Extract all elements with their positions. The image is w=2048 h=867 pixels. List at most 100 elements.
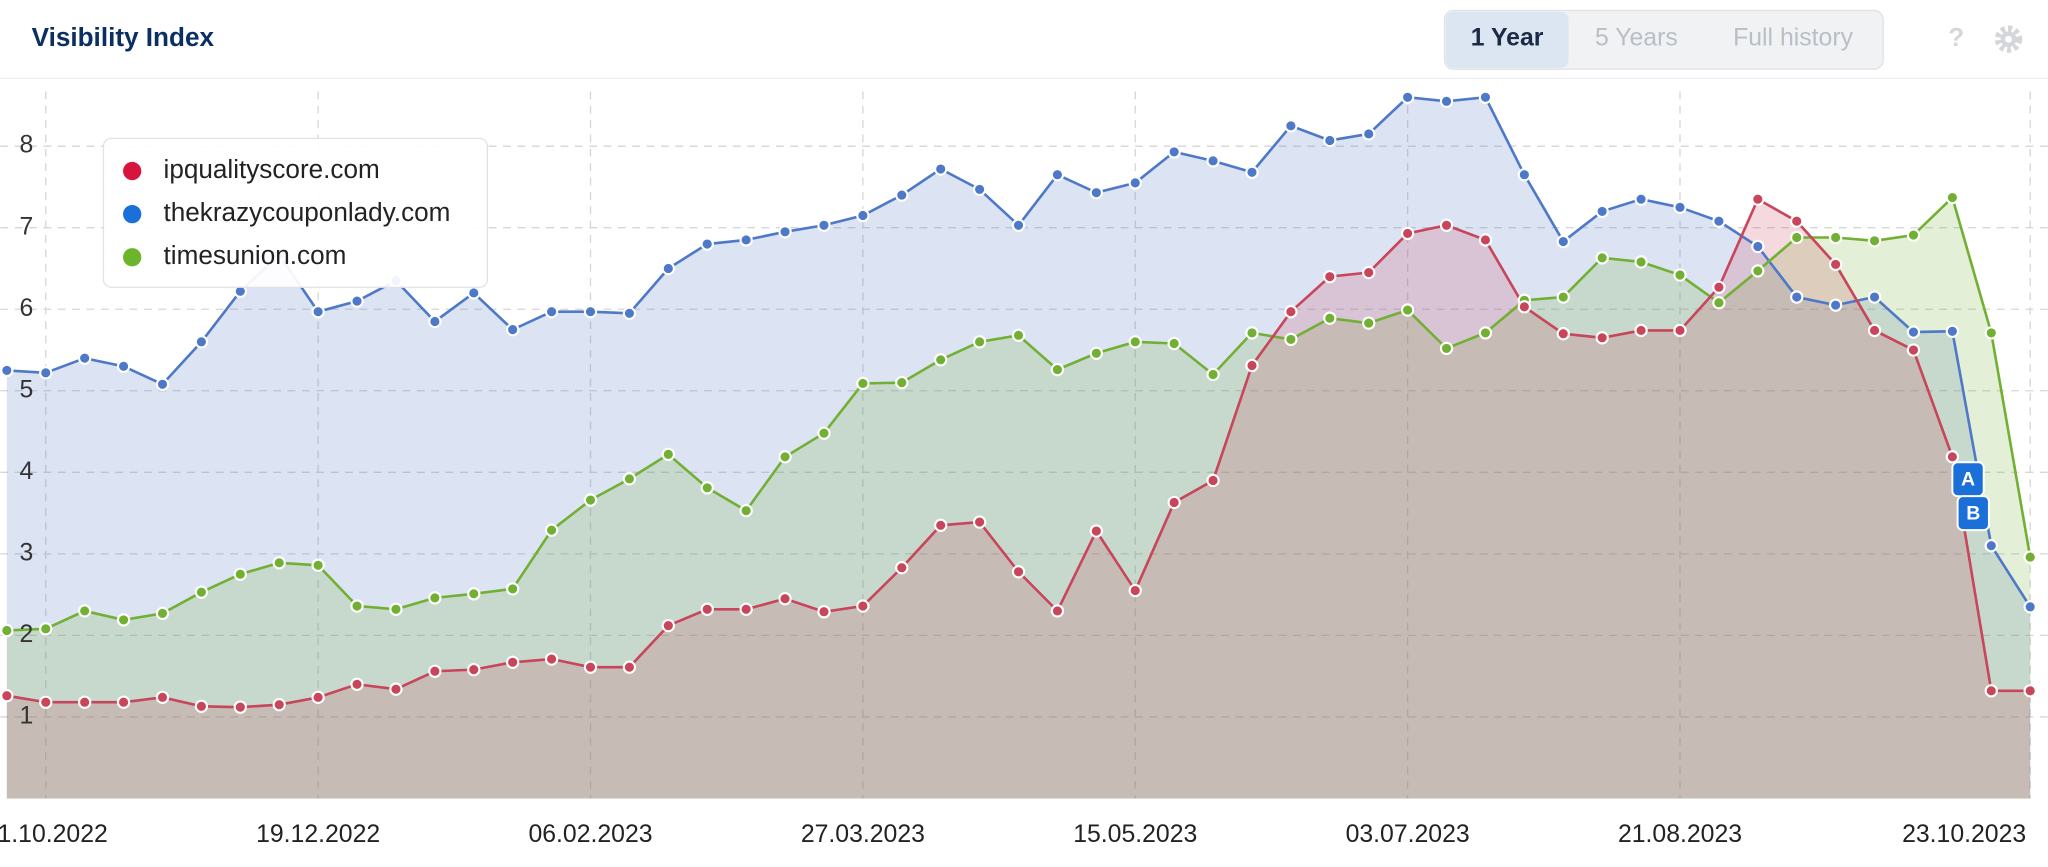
title: Visibility Index [32,22,215,52]
data-point [1751,264,1765,278]
data-point [1867,323,1882,338]
data-point [467,286,481,300]
data-point [1089,346,1103,360]
data-point [1284,119,1298,133]
data-point [1751,192,1765,206]
data-point [583,305,598,319]
data-point [583,660,598,674]
data-point [895,188,909,202]
data-point [116,613,131,627]
data-point [544,652,559,666]
settings-icon[interactable] [1994,25,2023,53]
data-point [506,322,520,337]
y-tick-label: 4 [20,458,34,485]
data-point [506,582,520,596]
data-point [0,689,14,703]
data-point [1400,90,1415,104]
data-point [1712,214,1726,228]
data-point [1439,218,1454,232]
data-point [1206,473,1220,488]
data-point [428,314,442,329]
data-point [895,375,909,390]
data-point [1128,176,1142,190]
legend: ipqualityscore.com thekrazycouponlady.com… [102,137,489,288]
x-tick-label: 23.10.2023 [1902,821,2026,848]
data-point [1556,234,1570,249]
data-point [622,660,637,674]
data-point [1323,311,1337,325]
data-point [1790,230,1804,245]
data-point [1867,290,1882,304]
data-point [1400,303,1415,317]
data-point [1284,332,1298,347]
legend-label: thekrazycouponlady.com [164,197,451,227]
data-point [194,699,209,713]
data-point [233,567,247,581]
data-point [1673,268,1687,282]
y-tick-label: 5 [20,376,34,403]
data-point [1167,145,1181,159]
data-point [311,558,325,572]
x-tick-label: 06.02.2023 [528,821,652,848]
x-tick-label: 15.05.2023 [1073,821,1197,848]
data-point [856,208,870,223]
data-point [311,305,325,319]
data-point [1712,296,1726,310]
data-point [817,426,831,440]
y-tick-label: 1 [20,702,34,729]
data-point [78,695,92,709]
data-point [856,376,870,391]
data-point [1245,358,1259,373]
data-point [350,677,364,691]
data-point [1867,234,1882,248]
data-point [972,515,987,529]
data-point [1828,298,1843,312]
data-point [233,700,247,714]
data-point [39,695,53,709]
data-point [934,518,948,532]
y-tick-label: 6 [20,295,34,322]
data-point [1556,290,1570,304]
annotation-flag [1956,495,1990,532]
data-point [1050,604,1065,618]
data-point [934,162,948,176]
data-point [467,587,481,601]
data-point [1556,327,1570,341]
data-point [506,655,520,669]
data-point [116,359,131,373]
y-tick-label: 3 [20,539,34,566]
data-point [1011,565,1026,579]
data-point [972,182,987,197]
data-point [389,602,403,616]
range-button[interactable]: 5 Years [1595,25,1678,52]
data-point [467,662,481,677]
data-point [1595,204,1609,219]
data-point [1439,94,1454,108]
area [6,97,2031,799]
data-point [0,363,14,378]
data-point [1245,165,1259,179]
plot: 1 2 3 4 5 6 7 8 31.10.2022 19.12.2022 06.02.2023 27… [0,90,2048,848]
annotation-label: B [1966,503,1980,525]
range-button-active[interactable] [1445,11,1569,68]
data-point [194,335,209,349]
data-point [1595,331,1609,345]
legend-label: timesunion.com [164,240,347,270]
data-point [817,218,831,232]
data-point [1673,200,1687,214]
data-point [1323,133,1337,148]
data-point [1439,341,1454,356]
range-button[interactable]: Full history [1733,25,1853,52]
data-point [155,690,170,705]
data-point [1634,255,1648,269]
data-point [622,472,637,486]
legend-marker [123,161,142,181]
data-point [856,599,870,613]
help-icon[interactable]: ? [1948,22,1964,52]
range-button[interactable]: 1 Year [1471,25,1544,52]
data-point [817,605,831,619]
data-point [1478,90,1493,104]
data-point [1945,324,1960,338]
data-point [1284,305,1298,319]
